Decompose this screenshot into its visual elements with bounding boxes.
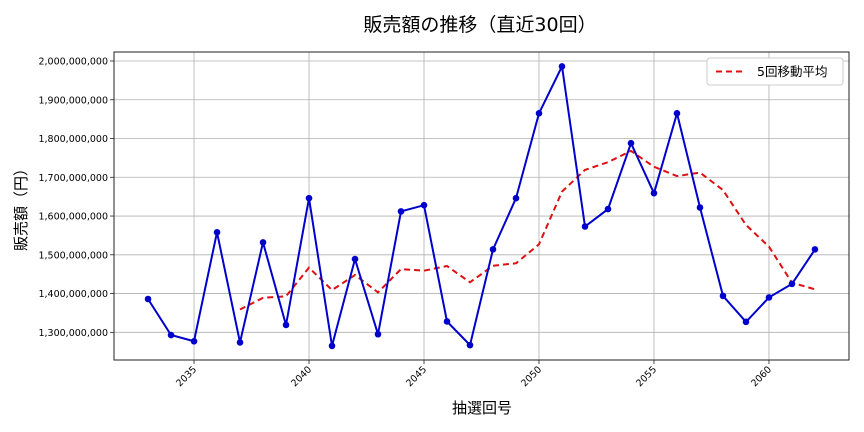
sales-data-point [259, 239, 267, 246]
x-tick-label: 2045 [404, 364, 429, 389]
sales-data-point [558, 63, 566, 70]
sales-data-point [650, 189, 658, 197]
sales-data-point [788, 280, 796, 288]
y-axis-label: 販売額（円） [12, 161, 30, 251]
x-tick-label: 2055 [634, 364, 659, 389]
sales-data-point [397, 208, 405, 215]
sales-data-point [604, 205, 612, 213]
y-tick-label: 1,800,000,000 [38, 134, 108, 145]
y-tick-label: 1,500,000,000 [38, 250, 108, 261]
grid-lines [114, 52, 849, 360]
sales-data-point [190, 337, 198, 345]
sales-data-point [719, 292, 727, 300]
sales-data-point [167, 331, 175, 339]
sales-data-point [466, 341, 474, 349]
legend-box [706, 57, 844, 86]
sales-data-point [765, 294, 773, 301]
sales-data-point [489, 246, 497, 253]
plot-frame [113, 51, 850, 361]
sales-data-point [328, 342, 336, 350]
x-tick-label: 2060 [749, 364, 774, 389]
sales-data-point [351, 255, 359, 263]
sales-data-point [673, 110, 681, 117]
chart-title: 販売額の推移（直近30回） [363, 14, 596, 36]
y-tick-label: 1,400,000,000 [38, 289, 108, 300]
legend: 5回移動平均 [706, 57, 844, 86]
sales-data-point [535, 110, 543, 117]
x-tick-label: 2050 [519, 364, 544, 389]
x-axis-ticks: 2035 2040 2045 2050 2055 2060 [174, 360, 774, 389]
y-axis-ticks: 1,300,000,000 1,400,000,000 1,500,000,000 1… [38, 56, 114, 339]
x-axis-label: 抽選回号 [452, 399, 512, 417]
sales-data-point [213, 229, 221, 236]
x-tick-label: 2040 [289, 364, 314, 389]
y-tick-label: 1,900,000,000 [38, 95, 108, 106]
sales-data-point [627, 139, 635, 147]
sales-data-point [420, 201, 428, 209]
sales-data-point [581, 223, 589, 230]
sales-data-point [443, 318, 451, 325]
sales-data-point [696, 204, 704, 211]
sales-data-point [742, 318, 750, 326]
x-tick-label: 2035 [174, 364, 199, 389]
y-tick-label: 1,300,000,000 [38, 328, 108, 339]
sales-data-point [512, 194, 520, 202]
y-tick-label: 1,600,000,000 [38, 212, 108, 223]
sales-data-point [144, 295, 152, 303]
sales-data-point [374, 330, 382, 338]
data-series [144, 63, 819, 350]
sales-line [147, 63, 816, 348]
moving-average-line [239, 149, 816, 311]
sales-data-point [282, 321, 290, 329]
y-tick-label: 1,700,000,000 [38, 173, 108, 184]
y-tick-label: 2,000,000,000 [38, 56, 108, 67]
legend-label-moving-average: 5回移動平均 [757, 64, 827, 79]
sales-data-point [305, 194, 313, 202]
sales-data-point [236, 339, 244, 346]
sales-data-point [811, 246, 819, 253]
